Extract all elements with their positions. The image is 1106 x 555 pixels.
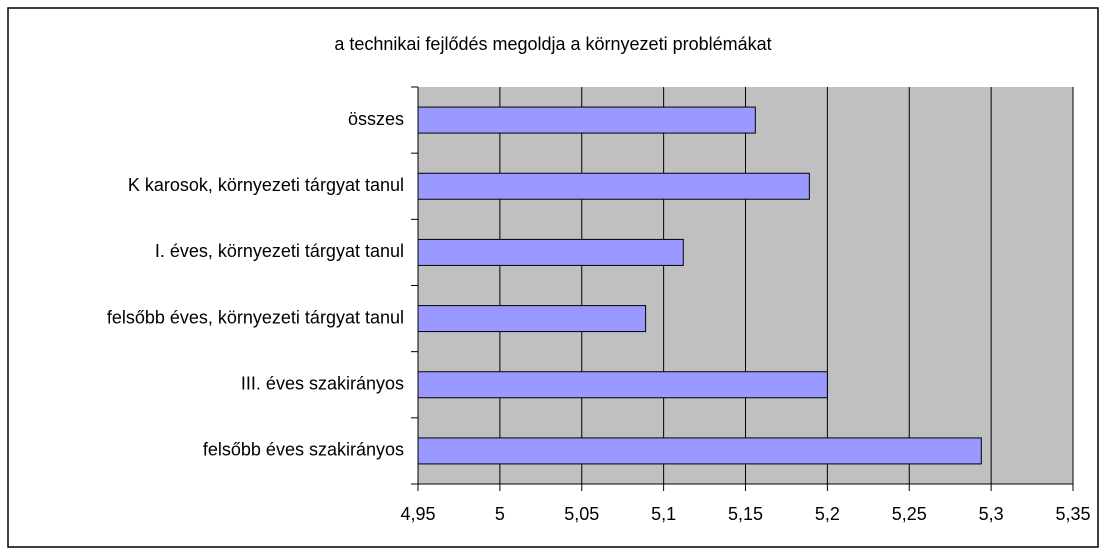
y-tick-label: III. éves szakirányos — [241, 374, 404, 394]
bar — [417, 106, 756, 134]
y-tick-label: felsőbb éves, környezeti tárgyat tanul — [107, 307, 404, 327]
x-tick-label: 5,1 — [651, 504, 676, 524]
bar — [417, 305, 647, 333]
y-tick-label: I. éves, környezeti tárgyat tanul — [155, 241, 404, 261]
bar — [417, 172, 810, 200]
x-tick-label: 5 — [495, 504, 505, 524]
y-tick-label: összes — [348, 109, 404, 129]
x-tick-label: 5,2 — [815, 504, 840, 524]
x-tick-label: 5,05 — [564, 504, 599, 524]
x-tick-label: 5,15 — [728, 504, 763, 524]
x-tick-label: 4,95 — [400, 504, 435, 524]
bar — [417, 238, 684, 266]
y-tick-label: K karosok, környezeti tárgyat tanul — [128, 175, 404, 195]
x-tick-label: 5,3 — [979, 504, 1004, 524]
y-tick-label: felsőbb éves szakirányos — [203, 440, 404, 460]
bar — [417, 437, 982, 465]
bar — [417, 371, 828, 399]
x-tick-label: 5,35 — [1055, 504, 1090, 524]
x-tick-label: 5,25 — [892, 504, 927, 524]
chart-title: a technikai fejlődés megoldja a környeze… — [334, 34, 771, 54]
